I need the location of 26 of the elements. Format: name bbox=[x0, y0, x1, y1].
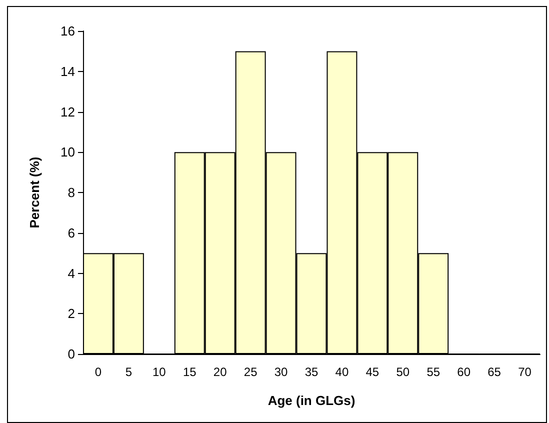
x-tick-label: 10 bbox=[152, 365, 166, 379]
x-tick-label: 0 bbox=[94, 365, 102, 379]
x-tick-label: 30 bbox=[274, 365, 288, 379]
y-tick-label: 16 bbox=[60, 24, 75, 38]
x-tick-label: 50 bbox=[396, 365, 410, 379]
y-tick-label: 10 bbox=[60, 144, 75, 160]
y-axis-title: Percent (%) bbox=[27, 156, 42, 228]
x-tick-label: 5 bbox=[125, 365, 132, 379]
x-tick-label: 45 bbox=[366, 365, 380, 379]
x-tick-label: 25 bbox=[244, 365, 258, 379]
x-tick-label: 40 bbox=[335, 365, 349, 379]
y-tick-label: 0 bbox=[68, 346, 75, 362]
y-tick-label: 8 bbox=[68, 185, 75, 200]
x-axis-title: Age (in GLGs) bbox=[268, 393, 356, 408]
x-tick-label: 65 bbox=[488, 365, 502, 379]
y-tick-label: 2 bbox=[68, 306, 75, 322]
x-tick-label: 35 bbox=[304, 365, 318, 379]
x-tick-label: 55 bbox=[426, 365, 440, 379]
x-tick-label: 70 bbox=[518, 365, 532, 379]
y-tick-label: 6 bbox=[68, 225, 75, 240]
x-tick-label: 60 bbox=[457, 365, 471, 379]
y-tick-label: 14 bbox=[60, 64, 75, 79]
x-tick-label: 20 bbox=[213, 365, 228, 379]
y-tick-label: 4 bbox=[68, 266, 75, 281]
x-tick-label: 15 bbox=[182, 365, 197, 379]
y-tick-label: 12 bbox=[60, 104, 75, 120]
